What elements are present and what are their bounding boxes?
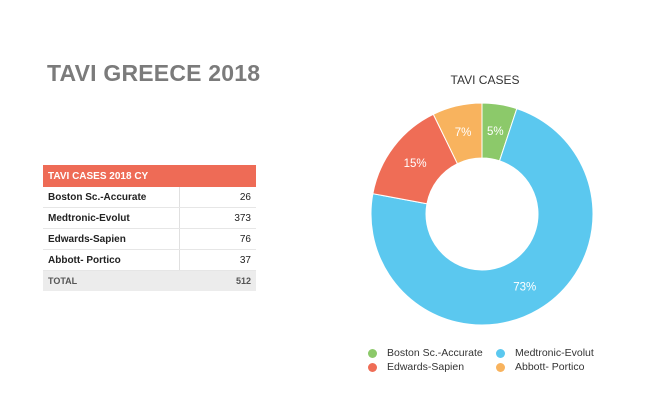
legend-label: Edwards-Sapien <box>387 361 465 373</box>
row-value: 373 <box>179 207 256 229</box>
table-row: Abbott- Portico 37 <box>43 249 256 271</box>
chart-legend: Boston Sc.-Accurate Medtronic-Evolut Edw… <box>368 347 618 373</box>
table-row: Medtronic-Evolut 373 <box>43 207 256 229</box>
total-label: TOTAL <box>43 270 180 291</box>
table-header: TAVI CASES 2018 CY <box>43 165 256 187</box>
table-total-row: TOTAL 512 <box>43 270 256 291</box>
row-value: 26 <box>179 187 256 208</box>
slice-data-label: 73% <box>513 281 536 293</box>
donut-slice <box>370 107 594 326</box>
chart-title: TAVI CASES <box>450 73 520 87</box>
legend-swatch <box>496 348 505 358</box>
slice-data-label: 7% <box>455 127 472 139</box>
legend-item: Edwards-Sapien <box>368 361 496 373</box>
row-value: 37 <box>179 249 256 271</box>
legend-item: Abbott- Portico <box>496 361 618 373</box>
row-label: Edwards-Sapien <box>43 228 180 250</box>
legend-label: Medtronic-Evolut <box>515 347 594 359</box>
legend-swatch <box>368 348 377 358</box>
row-label: Abbott- Portico <box>43 249 180 271</box>
row-label: Medtronic-Evolut <box>43 207 180 229</box>
legend-item: Medtronic-Evolut <box>496 347 618 359</box>
table-row: Edwards-Sapien 76 <box>43 228 256 250</box>
slice-data-label: 15% <box>404 158 427 170</box>
legend-swatch <box>496 362 505 372</box>
table-header-row: TAVI CASES 2018 CY <box>43 165 256 187</box>
row-value: 76 <box>179 228 256 250</box>
legend-swatch <box>368 362 377 372</box>
slice-data-label: 5% <box>487 126 504 138</box>
legend-item: Boston Sc.-Accurate <box>368 347 496 359</box>
legend-label: Boston Sc.-Accurate <box>387 347 483 359</box>
donut-slice <box>432 102 483 165</box>
table-row: Boston Sc.-Accurate 26 <box>43 187 256 208</box>
cases-table: TAVI CASES 2018 CY Boston Sc.-Accurate 2… <box>43 165 256 291</box>
total-value: 512 <box>179 270 256 291</box>
legend-label: Abbott- Portico <box>515 361 585 373</box>
row-label: Boston Sc.-Accurate <box>43 187 180 208</box>
page-title: TAVI GREECE 2018 <box>47 60 261 86</box>
